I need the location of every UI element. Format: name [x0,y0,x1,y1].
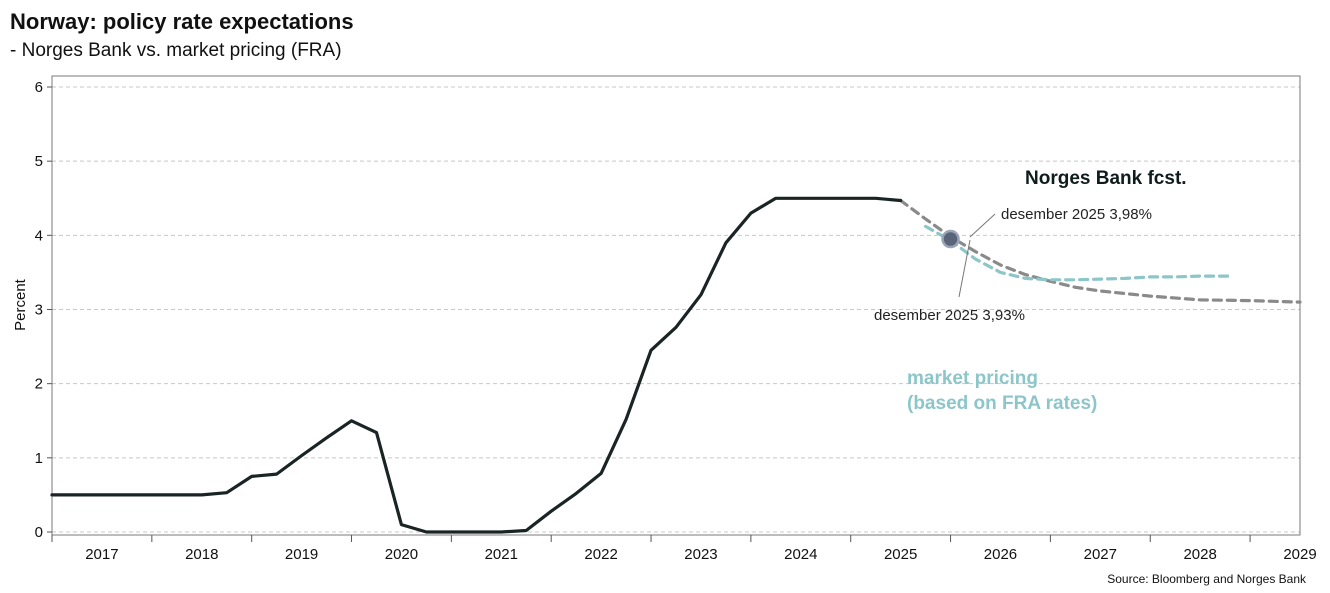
y-tick-label: 4 [35,227,43,244]
series-layer [50,196,1302,534]
x-tick-label: 2026 [984,546,1017,563]
x-tick-label: 2022 [584,546,617,563]
x-tick-label: 2025 [884,546,917,563]
x-tick-label: 2020 [385,546,418,563]
x-tick-label: 2023 [684,546,717,563]
x-tick-label: 2024 [784,546,817,563]
y-tick-label: 0 [35,524,43,541]
x-tick-label: 2017 [85,546,118,563]
nb-forecast-label: Norges Bank fcst. [1025,168,1187,189]
y-tick-label: 6 [35,79,43,96]
x-tick-label: 2028 [1183,546,1216,563]
market-pricing-label-1: market pricing [907,368,1038,389]
y-axis-label: Percent [12,278,29,331]
chart-title: Norway: policy rate expectations [10,9,354,34]
y-tick-label: 3 [35,302,43,319]
y-tick-label: 2 [35,376,43,393]
source-note: Source: Bloomberg and Norges Bank [1107,572,1306,586]
market-pricing-label-2: (based on FRA rates) [907,393,1097,414]
x-tick-label: 2018 [185,546,218,563]
x-tick-label: 2019 [285,546,318,563]
y-tick-label: 1 [35,450,43,467]
x-tick-label: 2021 [485,546,518,563]
grid-layer [52,86,1300,533]
ticks-layer: 0 1 2 3 4 5 6 2017 2018 2019 2020 2021 2022 2023 2024 2… [35,79,1317,563]
highlight-marker [941,229,960,249]
x-tick-label: 2029 [1283,546,1316,563]
chart-subtitle: - Norges Bank vs. market pricing (FRA) [10,40,342,61]
policy-rate-line [50,196,903,534]
x-tick-label: 2027 [1084,546,1117,563]
market-point-label: desember 2025 3,93% [874,307,1025,324]
y-tick-label: 5 [35,153,43,170]
market-point-leader [958,239,971,298]
nb-point-leader [969,213,996,238]
nb-point-label: desember 2025 3,98% [1001,206,1152,223]
plot-frame [51,75,1301,536]
market-pricing-line [923,224,1232,282]
